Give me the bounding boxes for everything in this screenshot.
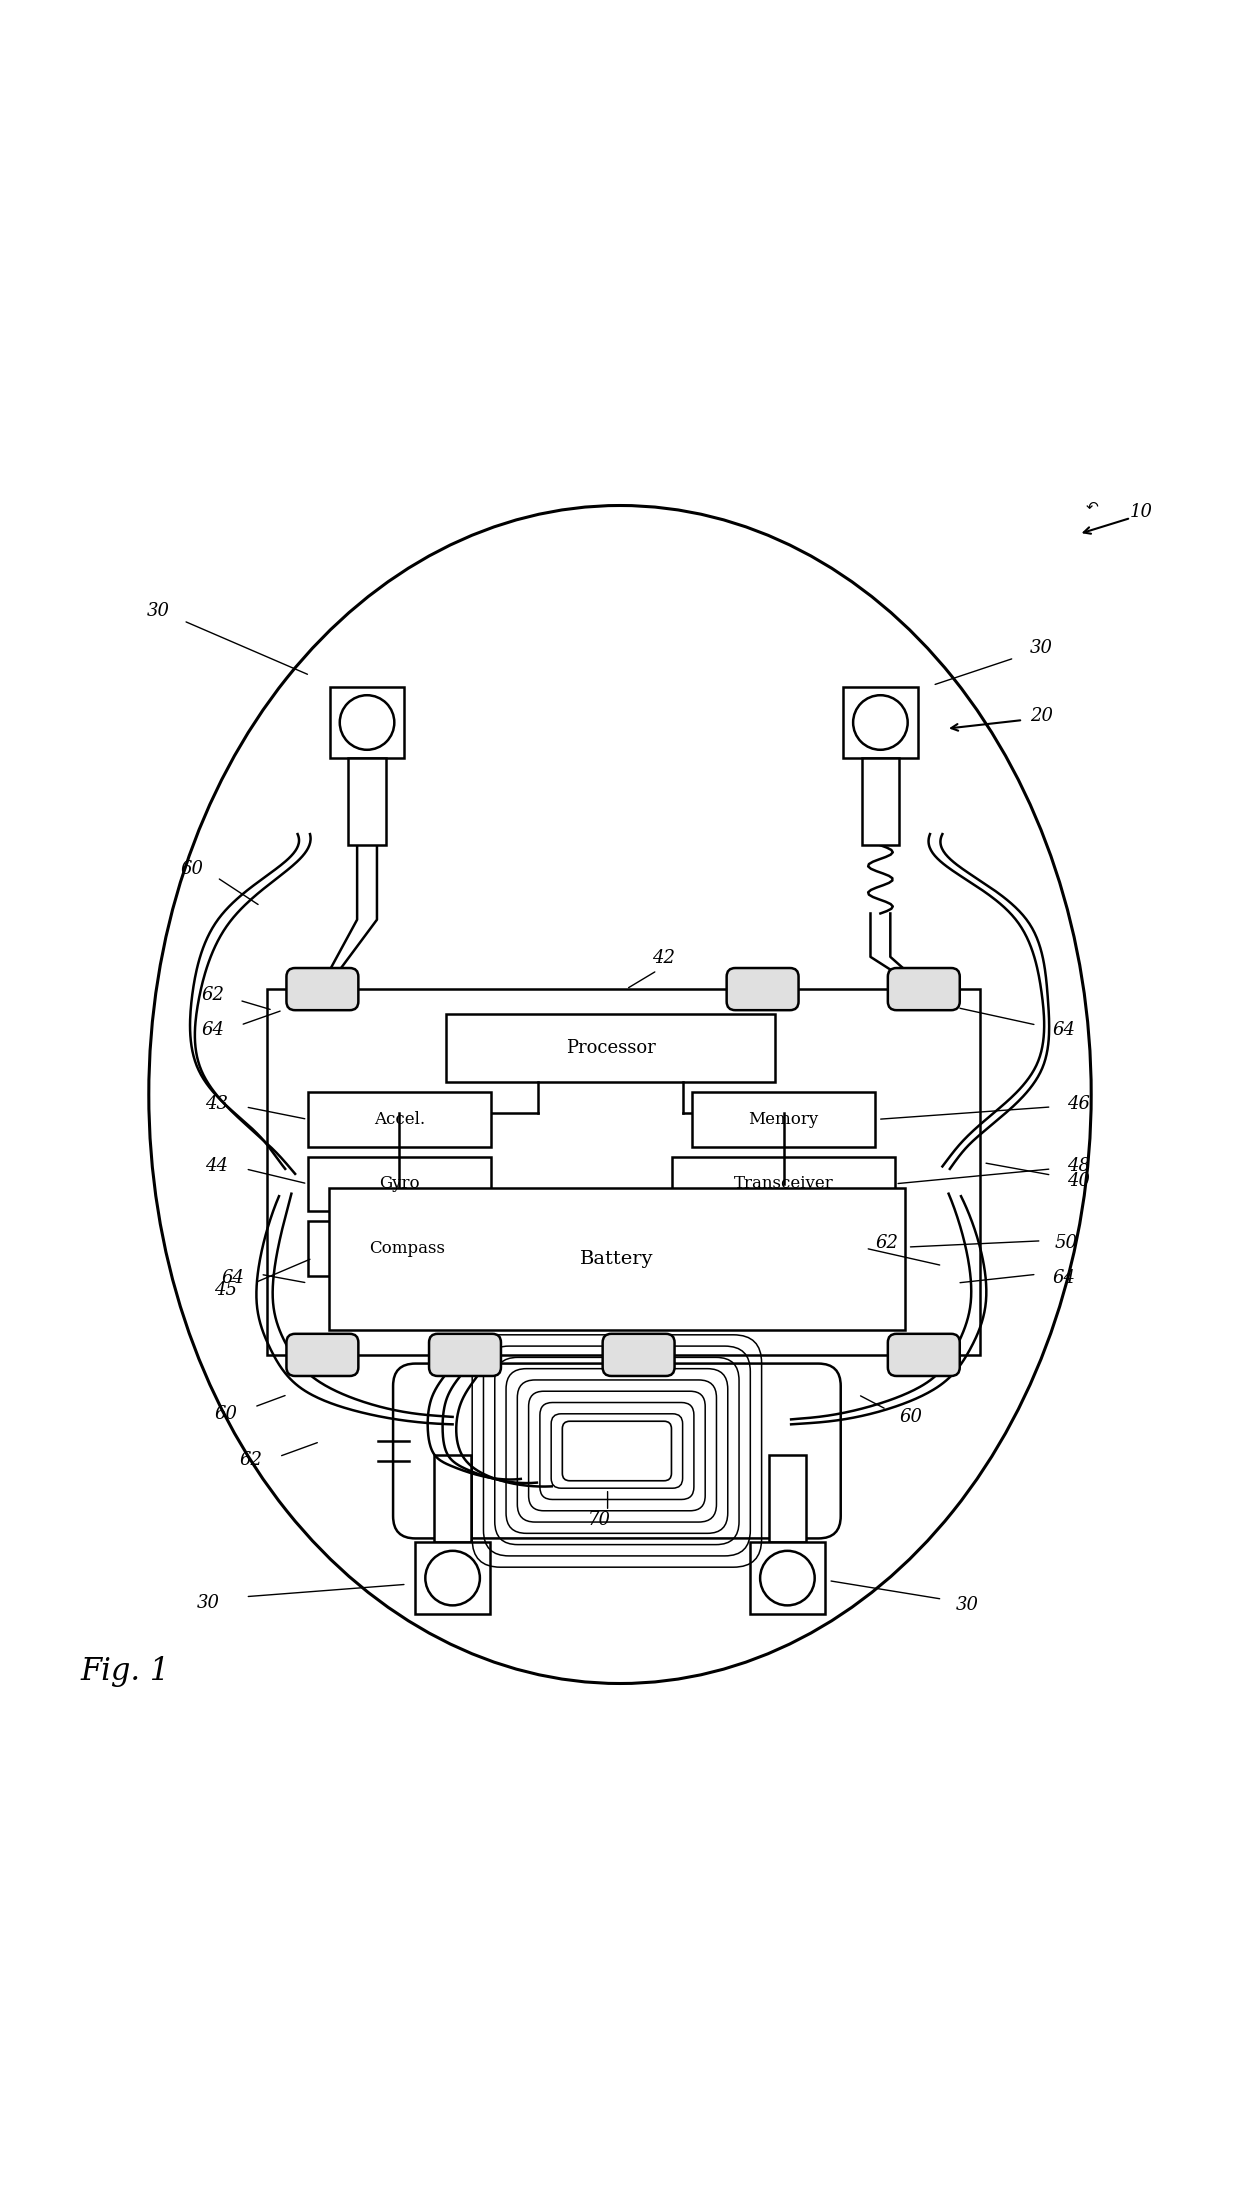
FancyBboxPatch shape <box>603 1333 675 1377</box>
Bar <box>267 989 980 1355</box>
Text: 48: 48 <box>1068 1158 1090 1175</box>
Bar <box>330 687 404 757</box>
Bar <box>769 1456 806 1541</box>
FancyBboxPatch shape <box>429 1333 501 1377</box>
Text: 62: 62 <box>202 987 224 1005</box>
Text: 62: 62 <box>875 1235 898 1252</box>
Text: 44: 44 <box>206 1158 228 1175</box>
Text: 64: 64 <box>1053 1270 1075 1287</box>
Text: 42: 42 <box>652 950 675 968</box>
Bar <box>672 1156 895 1211</box>
Text: $\curvearrowleft$: $\curvearrowleft$ <box>1083 499 1100 512</box>
Bar <box>843 687 918 757</box>
Text: 30: 30 <box>197 1594 219 1611</box>
Circle shape <box>760 1550 815 1605</box>
FancyBboxPatch shape <box>286 968 358 1009</box>
Text: Transceiver: Transceiver <box>734 1175 833 1193</box>
Text: 70: 70 <box>588 1510 610 1528</box>
Text: 60: 60 <box>900 1408 923 1425</box>
Text: 45: 45 <box>215 1281 237 1300</box>
Text: 43: 43 <box>206 1094 228 1114</box>
Text: 64: 64 <box>222 1270 244 1287</box>
Text: 30: 30 <box>148 602 170 619</box>
Text: 64: 64 <box>1053 1020 1075 1040</box>
Text: 60: 60 <box>215 1405 237 1423</box>
Bar <box>308 1092 491 1147</box>
Circle shape <box>853 696 908 751</box>
Text: 30: 30 <box>1030 639 1053 657</box>
Bar <box>434 1456 471 1541</box>
Text: Battery: Battery <box>580 1250 653 1267</box>
Circle shape <box>425 1550 480 1605</box>
FancyBboxPatch shape <box>727 968 799 1009</box>
Text: 20: 20 <box>1030 707 1053 725</box>
Text: 10: 10 <box>1130 503 1152 521</box>
Bar <box>415 1541 490 1613</box>
Text: 46: 46 <box>1068 1094 1090 1114</box>
Bar <box>308 1156 491 1211</box>
Bar <box>446 1014 775 1081</box>
Text: Compass: Compass <box>368 1239 445 1256</box>
FancyBboxPatch shape <box>888 1333 960 1377</box>
Text: Processor: Processor <box>565 1040 656 1057</box>
Bar <box>308 1221 506 1276</box>
Circle shape <box>340 696 394 751</box>
Text: 62: 62 <box>239 1451 262 1469</box>
FancyBboxPatch shape <box>888 968 960 1009</box>
Ellipse shape <box>149 506 1091 1683</box>
Bar <box>750 1541 825 1613</box>
Text: Fig. 1: Fig. 1 <box>81 1655 170 1686</box>
Text: Memory: Memory <box>749 1110 818 1127</box>
Bar <box>348 757 386 845</box>
Text: Gyro: Gyro <box>379 1175 419 1193</box>
Bar <box>329 1186 905 1331</box>
Text: 30: 30 <box>956 1596 978 1613</box>
Text: 40: 40 <box>1068 1173 1090 1191</box>
FancyBboxPatch shape <box>563 1421 672 1480</box>
Text: 64: 64 <box>202 1020 224 1040</box>
Bar <box>862 757 899 845</box>
FancyBboxPatch shape <box>286 1333 358 1377</box>
Bar <box>692 1092 875 1147</box>
Text: 60: 60 <box>181 860 203 878</box>
Text: 50: 50 <box>1055 1235 1078 1252</box>
Text: Accel.: Accel. <box>373 1110 425 1127</box>
FancyBboxPatch shape <box>393 1364 841 1539</box>
